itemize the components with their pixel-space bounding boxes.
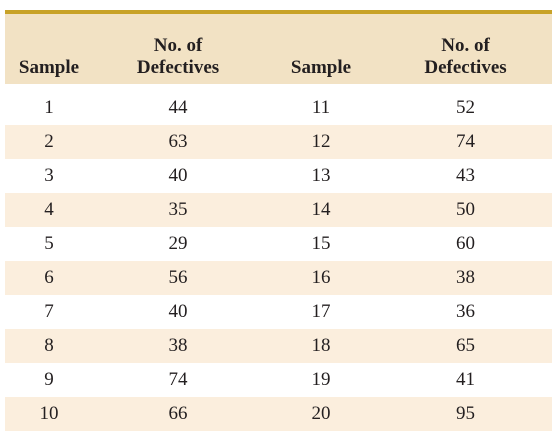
sample-cell: 5 (44, 233, 54, 254)
defectives-cell: 43 (456, 165, 475, 186)
defectives-cell: 38 (168, 335, 188, 356)
table-row: 4 35 14 50 (5, 193, 552, 227)
sample-cell: 9 (44, 369, 54, 390)
defectives-cell: 60 (456, 233, 475, 254)
sample-cell: 2 (44, 131, 54, 152)
defectives-cell: 63 (168, 131, 188, 152)
defectives-cell: 44 (168, 97, 188, 118)
sample-cell: 17 (311, 301, 331, 322)
defectives-cell: 56 (168, 267, 188, 288)
sample-cell: 11 (311, 97, 331, 118)
defectives-table: Sample No. of Defectives Sample No. of D… (5, 10, 552, 431)
sample-cell: 12 (311, 131, 331, 152)
table-header: Sample No. of Defectives Sample No. of D… (5, 14, 552, 84)
table-row: 1 44 11 52 (5, 91, 552, 125)
sample-cell: 3 (44, 165, 54, 186)
header-sample-1: Sample (18, 57, 80, 78)
table-body: 1 44 11 52 2 63 12 74 3 40 13 43 4 35 14… (5, 91, 552, 431)
sample-cell: 1 (44, 97, 54, 118)
sample-cell: 14 (311, 199, 331, 220)
header-defectives-1: No. of Defectives (136, 35, 220, 78)
defectives-cell: 52 (456, 97, 475, 118)
sample-cell: 8 (44, 335, 54, 356)
table-row: 8 38 18 65 (5, 329, 552, 363)
header-sample-2: Sample (290, 57, 352, 78)
defectives-cell: 29 (168, 233, 188, 254)
header-defectives-2: No. of Defectives (424, 35, 507, 78)
defectives-cell: 40 (168, 165, 188, 186)
defectives-cell: 35 (168, 199, 188, 220)
defectives-cell: 74 (168, 369, 188, 390)
sample-cell: 4 (44, 199, 54, 220)
table-row: 7 40 17 36 (5, 295, 552, 329)
sample-cell: 10 (39, 403, 59, 424)
table-row: 9 74 19 41 (5, 363, 552, 397)
defectives-cell: 95 (456, 403, 475, 424)
table-row: 2 63 12 74 (5, 125, 552, 159)
defectives-cell: 38 (456, 267, 475, 288)
sample-cell: 13 (311, 165, 331, 186)
top-rule (5, 10, 552, 14)
sample-cell: 15 (311, 233, 331, 254)
table-row: 5 29 15 60 (5, 227, 552, 261)
sample-cell: 7 (44, 301, 54, 322)
defectives-cell: 36 (456, 301, 475, 322)
defectives-cell: 41 (456, 369, 475, 390)
sample-cell: 6 (44, 267, 54, 288)
sample-cell: 18 (311, 335, 331, 356)
defectives-cell: 74 (456, 131, 475, 152)
defectives-cell: 65 (456, 335, 475, 356)
defectives-cell: 50 (456, 199, 475, 220)
sample-cell: 19 (311, 369, 331, 390)
table-row: 3 40 13 43 (5, 159, 552, 193)
sample-cell: 20 (311, 403, 331, 424)
defectives-cell: 66 (168, 403, 188, 424)
table-row: 10 66 20 95 (5, 397, 552, 431)
sample-cell: 16 (311, 267, 331, 288)
table-row: 6 56 16 38 (5, 261, 552, 295)
defectives-cell: 40 (168, 301, 188, 322)
